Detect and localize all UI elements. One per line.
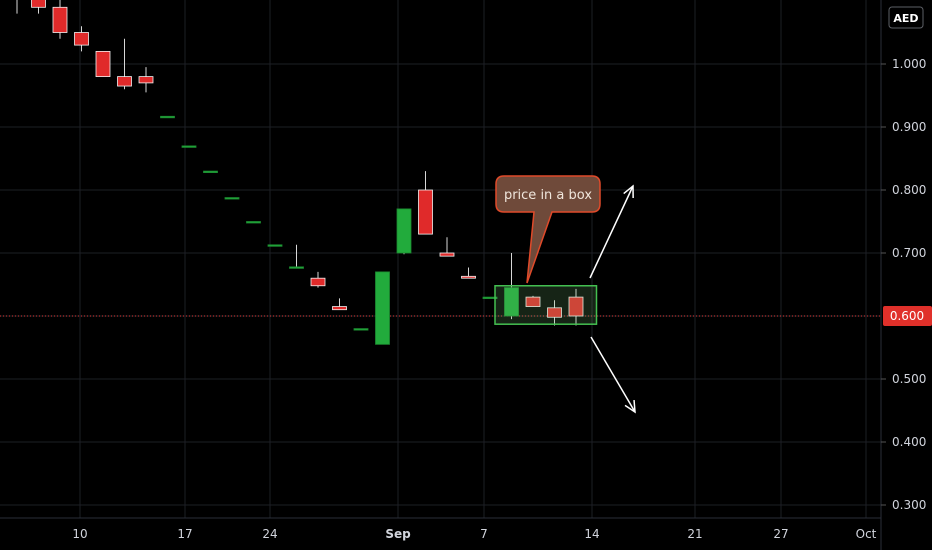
callout-bubble: price in a box [495, 175, 601, 284]
candle [138, 67, 154, 93]
arrow-head [624, 399, 636, 414]
x-tick-label: 21 [687, 527, 702, 541]
y-tick-label: 1.000 [892, 57, 926, 71]
x-tick-label: 24 [262, 527, 277, 541]
candle-body [332, 306, 347, 311]
candle-body [138, 76, 154, 84]
candle-body [160, 115, 175, 119]
x-tick-label: 7 [480, 527, 488, 541]
currency-badge[interactable]: AED [888, 6, 924, 29]
candle [547, 300, 562, 326]
candle [224, 197, 240, 200]
candle [525, 295, 541, 307]
candle [246, 221, 261, 224]
candle [353, 328, 369, 331]
candle-body [375, 271, 390, 345]
y-tick-label: 0.800 [892, 183, 926, 197]
candle-body [482, 296, 498, 300]
y-tick-label: 0.400 [892, 435, 926, 449]
candle-body [525, 296, 541, 307]
candle-body [181, 145, 197, 148]
candle [117, 38, 132, 90]
x-tick-label: Oct [856, 527, 877, 541]
candle-body [289, 266, 304, 269]
candle [332, 298, 347, 311]
candle [181, 145, 197, 148]
last-price-label: 0.600 [890, 309, 924, 323]
down-arrow [590, 336, 636, 414]
arrow-shaft [589, 185, 634, 279]
y-tick-label: 0.700 [892, 246, 926, 260]
x-tick-label: 17 [177, 527, 192, 541]
candle-body [74, 32, 89, 46]
candle [568, 288, 584, 326]
candle-body [418, 189, 433, 235]
y-tick-label: 0.500 [892, 372, 926, 386]
candle [396, 208, 412, 255]
candle [289, 244, 304, 269]
candle-body [568, 296, 584, 317]
x-tick-label: 27 [773, 527, 788, 541]
callout-shape [495, 175, 601, 284]
y-tick-label: 0.300 [892, 498, 926, 512]
candles [16, 0, 584, 345]
candle [439, 237, 455, 257]
candle-body [52, 6, 68, 33]
candle [267, 244, 283, 247]
price-box [494, 285, 598, 325]
candle [160, 115, 175, 119]
candle-body [117, 76, 132, 87]
x-tick-label: 10 [72, 527, 87, 541]
candle-body [203, 170, 218, 174]
candle-body [461, 275, 476, 279]
candle [203, 170, 218, 174]
currency-label: AED [893, 12, 918, 25]
candle-body [267, 244, 283, 247]
x-tick-label: Sep [385, 527, 411, 541]
candle-body [504, 287, 519, 317]
candle [52, 0, 68, 39]
candle [95, 51, 111, 78]
candle [74, 26, 89, 52]
candle [461, 267, 476, 279]
x-tick-label: 14 [584, 527, 599, 541]
candle [504, 253, 519, 320]
candle [482, 296, 498, 300]
candle-body [396, 208, 412, 254]
candle-body [246, 221, 261, 224]
candle-body [31, 0, 46, 8]
callout-text: price in a box [504, 188, 592, 203]
candle [16, 0, 18, 14]
arrow-head [623, 184, 634, 199]
candle [310, 271, 326, 288]
candle-body [310, 277, 326, 287]
last-price-tag-bg [883, 306, 932, 326]
arrow-shaft [590, 336, 636, 413]
candle-body [224, 197, 240, 200]
candle-body [439, 252, 455, 257]
y-tick-label: 0.900 [892, 120, 926, 134]
candle-body [353, 328, 369, 331]
last-price-tag: 0.600 [883, 306, 932, 326]
annotations: price in a box [494, 175, 636, 414]
candle-body [547, 307, 562, 318]
currency-badge-frame [888, 6, 924, 29]
candle [31, 0, 46, 14]
candle-body [95, 51, 111, 78]
candle [375, 271, 390, 345]
up-arrow [589, 184, 634, 279]
candle [418, 171, 433, 235]
